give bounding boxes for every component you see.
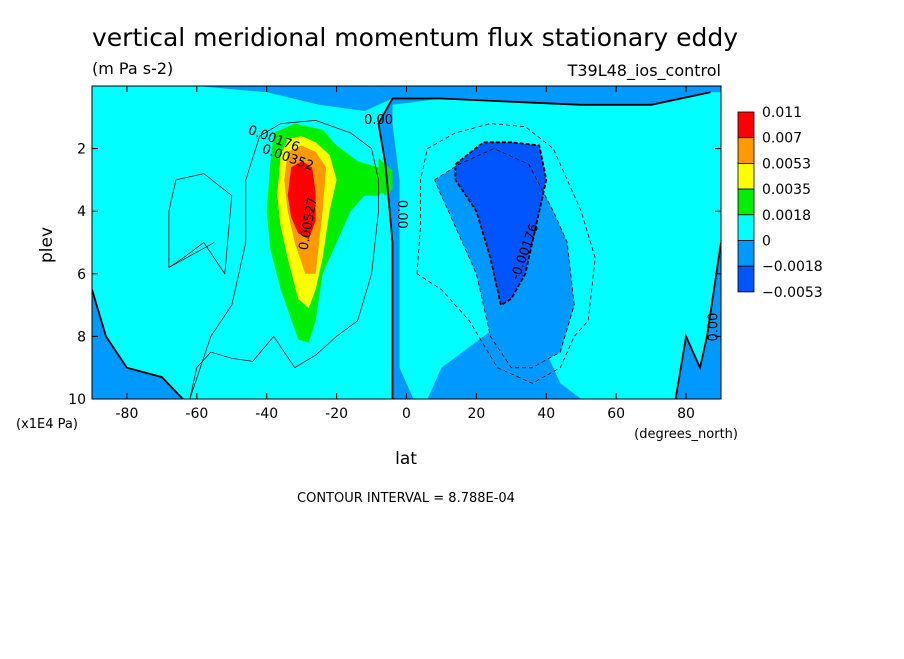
legend-swatch <box>737 265 755 293</box>
units-label: (m Pa s-2) <box>92 59 173 78</box>
region-9 <box>287 161 316 240</box>
dataset-label: T39L48_ios_control <box>567 61 721 81</box>
x-tick-label: -40 <box>255 406 278 422</box>
legend-label: 0.007 <box>762 131 802 147</box>
contour-label-4: 0.00 <box>394 200 409 229</box>
legend-label: 0.0035 <box>762 182 811 198</box>
x-tick-label: 80 <box>677 406 695 422</box>
x-axis: -80 -60 -40 -20 0 20 40 60 80 <box>116 86 695 422</box>
x-tick-label: -20 <box>325 406 348 422</box>
legend-swatch <box>737 214 755 241</box>
contour-interval-text: CONTOUR INTERVAL = 8.788E-04 <box>297 491 515 506</box>
contour-line-4 <box>168 173 233 275</box>
y-tick-label: 4 <box>77 204 86 220</box>
legend-swatch <box>737 137 755 164</box>
x-tick-label: 40 <box>537 406 555 422</box>
x-tick-label: 20 <box>467 406 485 422</box>
contour-line-0 <box>92 289 184 399</box>
y-tick-label: 10 <box>68 392 86 408</box>
y-tick-label: 2 <box>77 142 86 158</box>
contour-lines <box>92 91 721 399</box>
legend-label: 0.011 <box>762 105 802 121</box>
x-tick-label: 60 <box>607 406 625 422</box>
region-10 <box>378 158 393 196</box>
contour-label-6: 0.00 <box>707 313 722 342</box>
x-tick-label: 0 <box>402 406 411 422</box>
x-tick-label: -60 <box>185 406 208 422</box>
x-tick-label: -80 <box>116 406 139 422</box>
contour-line-3 <box>189 120 379 399</box>
chart-title: vertical meridional momentum flux statio… <box>92 23 738 52</box>
legend-swatch <box>737 188 755 216</box>
x-axis-label: lat <box>395 449 417 469</box>
y-axis-units: (x1E4 Pa) <box>16 417 78 432</box>
contour-line-7 <box>454 141 548 307</box>
x-axis-units: (degrees_north) <box>634 427 738 442</box>
contour-line-6 <box>434 148 575 369</box>
legend-label: 0 <box>762 234 771 250</box>
legend-label: −0.0018 <box>762 259 823 275</box>
y-axis-label: plev <box>37 227 57 263</box>
color-legend: 0.011 0.007 0.0053 0.0035 0.0018 0 −0.0018 −0.0… <box>737 105 823 301</box>
contour-label-0: 0.00 <box>364 113 393 128</box>
legend-swatch <box>737 162 755 190</box>
contour-line-2 <box>674 242 721 399</box>
legend-label: 0.0053 <box>762 156 811 172</box>
y-tick-label: 8 <box>77 329 86 345</box>
region-5 <box>455 142 547 306</box>
y-tick-label: 6 <box>77 267 86 283</box>
legend-label: 0.0018 <box>762 208 811 224</box>
filled-regions <box>92 86 721 399</box>
contour-line-5 <box>416 123 596 384</box>
region-2 <box>92 289 183 399</box>
y-axis: 2 4 6 8 10 <box>68 142 721 408</box>
legend-swatch <box>737 240 755 267</box>
legend-swatch <box>737 111 755 139</box>
legend-label: −0.0053 <box>762 285 823 301</box>
region-1 <box>92 86 393 111</box>
contour-line-1 <box>377 91 711 399</box>
